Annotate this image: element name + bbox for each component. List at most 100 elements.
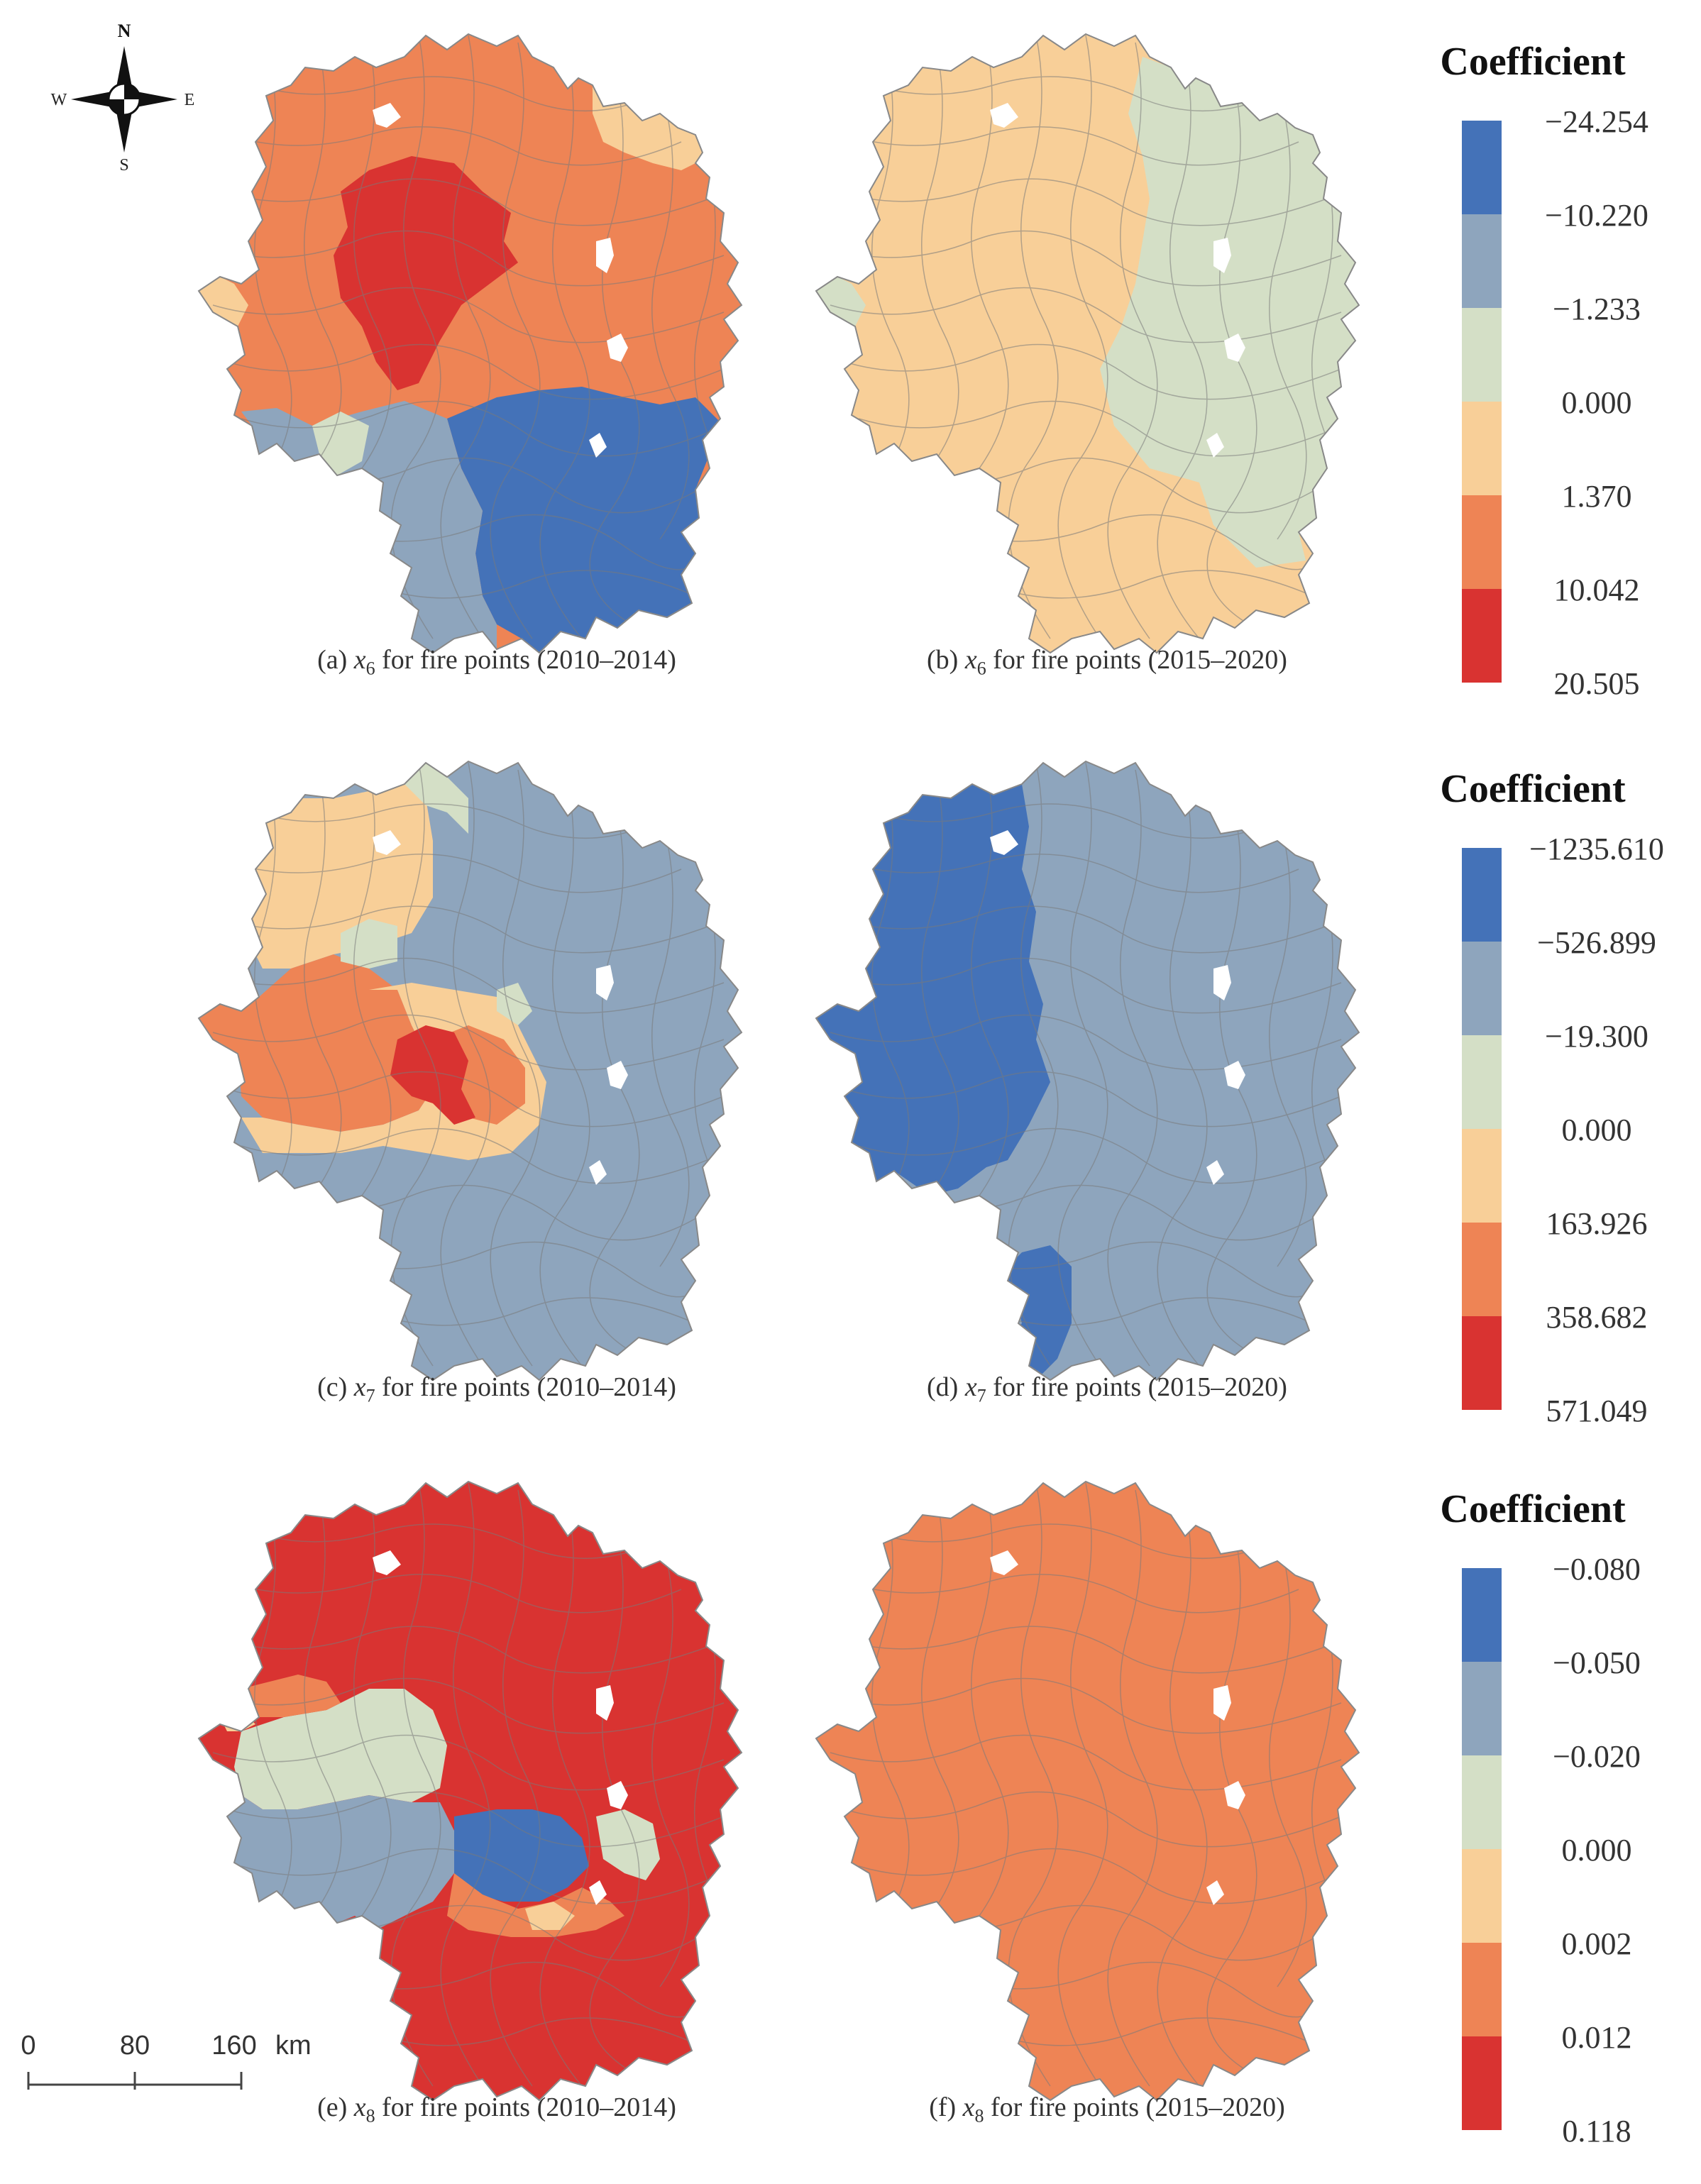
- compass-e-label: E: [185, 91, 195, 109]
- caption-subscript: 7: [976, 1385, 986, 1406]
- legend-break-label: 0.000: [1562, 385, 1632, 420]
- legend-swatch-6: [1462, 589, 1502, 683]
- scale-tick-80: 80: [120, 2031, 150, 2061]
- compass-n-label: N: [118, 21, 131, 41]
- region-centre-blue: [454, 1809, 589, 1902]
- region-west-tip: [816, 277, 866, 326]
- legend-break-label: −1235.610: [1529, 832, 1664, 866]
- caption-variable: x: [964, 1372, 977, 1402]
- map-panel-c: [198, 761, 742, 1381]
- caption-label: (a): [317, 645, 354, 675]
- compass-w-label: W: [51, 91, 67, 109]
- region-east-green: [596, 1809, 660, 1880]
- legend-break-label: 0.002: [1562, 1926, 1632, 1961]
- caption-variable: x: [964, 645, 977, 675]
- caption-label: (e): [317, 2092, 354, 2122]
- caption-text: for fire points (2010–2014): [382, 1372, 676, 1402]
- legend-break-label: 571.049: [1546, 1394, 1648, 1428]
- legend-swatch-6: [1462, 2036, 1502, 2130]
- map-panel-e: [198, 1481, 742, 2101]
- caption-text: for fire points (2015–2020): [993, 1372, 1287, 1402]
- caption-variable: x: [962, 2092, 975, 2122]
- region-south-blue: [447, 387, 724, 653]
- legend-break-label: 1.370: [1562, 479, 1632, 514]
- region-centre-red: [390, 1025, 475, 1125]
- caption-variable: x: [353, 1372, 366, 1402]
- legend-swatch-3: [1462, 308, 1502, 402]
- legend-title: Coefficient: [1440, 767, 1626, 811]
- caption-variable: x: [353, 2092, 366, 2122]
- legend-swatch-1: [1462, 1568, 1502, 1662]
- region-west-grey: [199, 1738, 454, 1930]
- legend-swatch-6: [1462, 1316, 1502, 1410]
- panel-caption-b: (b) x6 for fire points (2015–2020): [852, 644, 1363, 680]
- legend-break-label: 0.000: [1562, 1833, 1632, 1868]
- region-sw-patch: [312, 412, 369, 475]
- legend-break-label: −19.300: [1545, 1019, 1648, 1054]
- region-west-blue: [816, 784, 1050, 1196]
- panel-caption-a: (a) x6 for fire points (2010–2014): [241, 644, 752, 680]
- region-mid-green: [341, 919, 397, 969]
- legend-break-label: 10.042: [1554, 573, 1640, 607]
- caption-text: for fire points (2015–2020): [993, 645, 1287, 675]
- legend-swatch-5: [1462, 1223, 1502, 1316]
- region-south-light: [525, 1902, 575, 1930]
- caption-label: (f): [929, 2092, 963, 2122]
- map-panel-d: [815, 761, 1360, 1381]
- legend-3: Coefficient −0.080 −0.050 −0.020 0.000 0.002 0…: [1440, 1487, 1641, 2149]
- caption-text: for fire points (2010–2014): [382, 645, 676, 675]
- legend-swatch-1: [1462, 121, 1502, 214]
- legend-swatch-4: [1462, 402, 1502, 495]
- map-panel-f: [815, 1481, 1360, 2101]
- panel-caption-e: (e) x8 for fire points (2010–2014): [241, 2092, 752, 2127]
- region-north-green: [404, 763, 468, 834]
- legend-break-label: −24.254: [1545, 104, 1648, 139]
- legend-break-label: 163.926: [1546, 1206, 1648, 1241]
- legend-swatch-5: [1462, 495, 1502, 589]
- legend-swatch-3: [1462, 1755, 1502, 1849]
- map-panel-a: [198, 33, 742, 653]
- legend-break-label: −1.233: [1553, 292, 1641, 326]
- legend-title: Coefficient: [1440, 1487, 1626, 1531]
- region-core-red: [334, 156, 518, 390]
- legend-swatch-3: [1462, 1035, 1502, 1129]
- legend-swatch-1: [1462, 848, 1502, 942]
- legend-swatch-2: [1462, 214, 1502, 308]
- caption-subscript: 8: [365, 2105, 375, 2127]
- legend-swatch-4: [1462, 1849, 1502, 1943]
- caption-subscript: 8: [974, 2105, 984, 2127]
- caption-label: (b): [927, 645, 965, 675]
- panel-caption-f: (f) x8 for fire points (2015–2020): [852, 2092, 1363, 2127]
- caption-subscript: 7: [365, 1385, 375, 1406]
- legend-break-label: −0.080: [1553, 1552, 1641, 1587]
- region-south-orange: [447, 1873, 624, 1937]
- caption-subscript: 6: [365, 658, 375, 679]
- region-south-west-grey: [241, 401, 497, 653]
- legend-break-label: 0.118: [1562, 2114, 1631, 2149]
- compass-s-label: S: [119, 156, 128, 175]
- compass-rose-icon: N S E W: [51, 21, 195, 175]
- region-mid-green-band: [234, 1689, 447, 1809]
- panel-caption-d: (d) x7 for fire points (2015–2020): [852, 1372, 1363, 1407]
- legend-swatch-5: [1462, 1943, 1502, 2036]
- scale-bar: 0 80 160 km: [21, 2031, 312, 2090]
- region-east-green: [1100, 57, 1359, 568]
- scale-tick-160: 160: [211, 2031, 256, 2061]
- region-mid-orange: [241, 1675, 341, 1717]
- caption-variable: x: [353, 645, 366, 675]
- region-west-tip: [199, 277, 248, 326]
- region-nw-light: [248, 784, 433, 969]
- legend-swatch-4: [1462, 1129, 1502, 1223]
- scale-unit: km: [275, 2031, 312, 2061]
- legend-break-label: −0.050: [1553, 1645, 1641, 1680]
- legend-break-label: −10.220: [1545, 198, 1648, 233]
- province-fill: [816, 1482, 1359, 2100]
- caption-label: (c): [317, 1372, 354, 1402]
- map-panel-b: [815, 33, 1360, 653]
- caption-text: for fire points (2010–2014): [382, 2092, 676, 2122]
- legend-break-label: 358.682: [1546, 1300, 1648, 1335]
- legend-break-label: 0.012: [1562, 2020, 1632, 2055]
- legend-swatch-2: [1462, 1662, 1502, 1755]
- legend-break-label: −526.899: [1537, 925, 1656, 960]
